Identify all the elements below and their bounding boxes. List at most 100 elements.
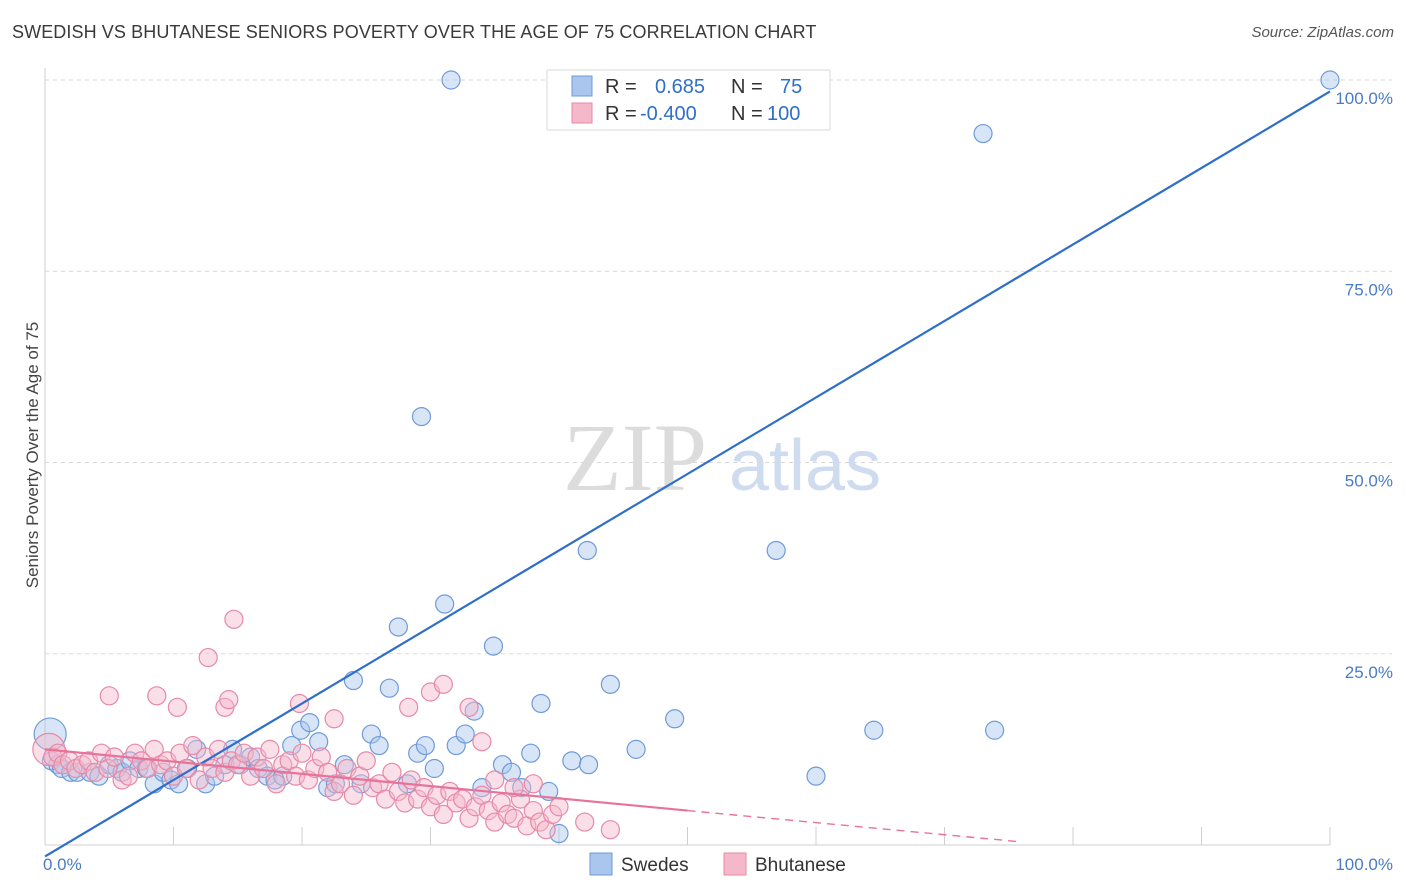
point-swedes [455, 724, 475, 744]
point-bhutanese [131, 751, 151, 771]
source-label: Source: ZipAtlas.com [1251, 24, 1394, 41]
point-bhutanese [433, 804, 453, 825]
point-swedes [531, 693, 551, 714]
point-bhutanese [219, 690, 239, 710]
point-swedes [1320, 70, 1340, 90]
point-bhutanese [147, 686, 167, 706]
point-bhutanese [433, 674, 453, 694]
point-bhutanese [549, 797, 569, 817]
legend-n-value-bhutanese: 100 [767, 103, 800, 125]
point-swedes [626, 739, 646, 759]
point-swedes [577, 540, 597, 561]
point-swedes [578, 755, 599, 775]
point-swedes [424, 758, 444, 779]
legend-box: R = 0.685 N = 75 R = -0.400 N = 100 [546, 69, 831, 131]
point-bhutanese [99, 686, 119, 706]
point-bhutanese [198, 647, 218, 668]
y-tick-label: 50.0% [1345, 472, 1393, 491]
point-bhutanese [395, 793, 415, 813]
point-swedes [282, 735, 302, 756]
point-bhutanese [575, 812, 595, 832]
point-bhutanese [118, 766, 139, 786]
point-bhutanese [382, 762, 402, 782]
legend-r-label-bhutanese: R = [605, 103, 637, 125]
point-bhutanese [266, 774, 286, 794]
point-bhutanese [504, 778, 524, 798]
x-tick-label-max: 100.0% [1335, 855, 1393, 874]
point-bhutanese [183, 735, 203, 756]
point-bhutanese [260, 739, 280, 759]
legend-n-label-swedes: N = [731, 76, 763, 98]
point-swedes [441, 70, 461, 90]
x-tick-label-min: 0.0% [43, 855, 82, 874]
point-bhutanese [459, 697, 479, 717]
point-swedes [408, 743, 428, 763]
point-swedes [361, 724, 381, 744]
point-swedes [464, 701, 484, 721]
point-swedes [483, 636, 504, 656]
bottom-legend-label-bhutanese: Bhutanese [755, 855, 846, 876]
point-bhutanese [485, 770, 505, 790]
legend-n-label-bhutanese: N = [731, 103, 763, 125]
point-swedes [388, 617, 408, 637]
bottom-legend: Swedes Bhutanese [589, 852, 846, 876]
watermark-atlas: atlas [729, 426, 881, 506]
point-bhutanese [324, 781, 344, 802]
trend-line-bhutanese [44, 748, 688, 812]
watermark-zip: ZIP [563, 404, 707, 511]
point-bhutanese [343, 785, 363, 805]
point-bhutanese [472, 732, 492, 752]
point-bhutanese [465, 797, 486, 817]
point-bhutanese [292, 743, 312, 763]
point-swedes [309, 732, 329, 752]
point-bhutanese [305, 758, 325, 779]
point-bhutanese [459, 808, 479, 828]
point-bhutanese [356, 751, 376, 771]
legend-r-value-swedes: 0.685 [655, 76, 705, 98]
watermark: ZIP atlas [563, 404, 881, 511]
point-swedes [806, 766, 826, 786]
point-bhutanese [224, 609, 244, 629]
point-swedes [153, 762, 173, 782]
point-bhutanese [324, 709, 344, 729]
trend-line-swedes [44, 90, 1331, 858]
point-bhutanese [234, 743, 254, 763]
point-swedes [343, 670, 363, 691]
point-bhutanese [98, 758, 118, 779]
point-swedes [549, 823, 569, 844]
point-bhutanese [600, 820, 621, 840]
point-bhutanese [523, 774, 543, 794]
legend-r-label-swedes: R = [605, 76, 637, 98]
legend-r-value-bhutanese: -0.400 [640, 103, 697, 125]
point-bhutanese [523, 800, 543, 821]
point-bhutanese [167, 697, 187, 717]
bottom-legend-label-swedes: Swedes [621, 855, 689, 876]
point-swedes [411, 407, 432, 427]
point-swedes [369, 735, 389, 756]
point-swedes [665, 709, 685, 729]
y-axis-label: Seniors Poverty Over the Age of 75 [23, 322, 42, 588]
trend-lines [44, 90, 1331, 858]
point-swedes [379, 678, 399, 698]
point-swedes [600, 674, 621, 694]
legend-n-value-swedes: 75 [780, 76, 802, 98]
chart-title: SWEDISH VS BHUTANESE SENIORS POVERTY OVE… [12, 22, 817, 42]
point-swedes [973, 123, 993, 144]
y-tick-labels: 25.0% 50.0% 75.0% 100.0% [1335, 89, 1393, 682]
point-bhutanese [285, 766, 306, 786]
point-bhutanese [208, 739, 229, 759]
point-bhutanese [542, 804, 563, 825]
grid [45, 79, 1392, 655]
point-swedes [325, 774, 346, 794]
point-bhutanese [399, 697, 419, 717]
y-tick-label: 25.0% [1345, 663, 1393, 682]
trend-line-extension-bhutanese [687, 809, 1022, 843]
point-swedes [521, 743, 541, 763]
bottom-legend-swatch-bhutanese [723, 852, 747, 876]
point-swedes [300, 712, 320, 733]
point-swedes [501, 762, 522, 782]
point-swedes [864, 720, 884, 740]
point-swedes [766, 540, 786, 561]
y-tick-label: 100.0% [1335, 89, 1393, 108]
